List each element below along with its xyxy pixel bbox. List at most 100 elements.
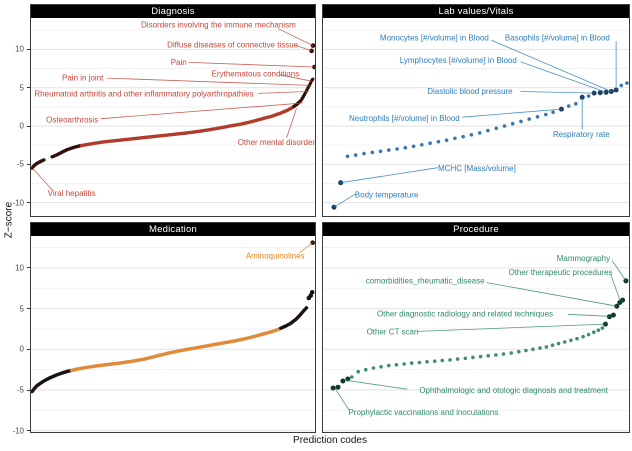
- data-point: [309, 48, 314, 54]
- data-point: [486, 128, 490, 133]
- data-point: [370, 150, 375, 155]
- y-tick-mark: [27, 48, 30, 50]
- annotation-leader-line: [462, 108, 562, 118]
- chart-svg: Disorders involving the immune mechanism…: [31, 21, 315, 204]
- data-point: [364, 367, 368, 372]
- annotation-leader-line: [334, 388, 350, 411]
- annotation-label: Osteoarthrosis: [46, 115, 98, 124]
- panel-lab-values-vitals: Lab values/Vitals Monocytes [#/volume] i…: [322, 4, 630, 217]
- y-tick-mark: [27, 125, 30, 127]
- data-point: [461, 134, 465, 139]
- data-point: [411, 144, 416, 149]
- annotation-leader-line: [286, 108, 297, 139]
- data-point: [592, 330, 596, 334]
- y-tick-mark: [27, 87, 30, 89]
- data-point: [425, 360, 429, 364]
- data-point: [625, 81, 629, 85]
- data-point: [378, 149, 383, 154]
- data-point: [556, 341, 561, 346]
- annotation-leader-line: [491, 39, 612, 92]
- annotation-label: Viral hepatitis: [48, 189, 96, 198]
- data-point: [610, 312, 616, 318]
- y-tick-mark: [27, 348, 30, 350]
- data-point: [519, 119, 523, 124]
- plot-area-lab-values-vitals: Monocytes [#/volume] in Blood Basophils […: [323, 18, 629, 216]
- y-tick-label: 0: [19, 121, 24, 131]
- data-point: [486, 354, 490, 358]
- annotation-label: Lymphocytes [#/volume] in Blood: [400, 56, 517, 65]
- annotation-leader-line: [611, 260, 627, 282]
- data-point: [387, 148, 391, 152]
- annotation-leader-line: [188, 62, 315, 68]
- data-point: [350, 375, 354, 379]
- data-point: [394, 363, 399, 367]
- chart-svg: Aminoquinolines: [31, 240, 315, 432]
- y-tick-label: 10: [15, 44, 24, 54]
- data-point: [477, 131, 482, 135]
- y-tick-mark: [27, 267, 30, 269]
- data-point: [436, 139, 441, 144]
- data-point: [432, 359, 437, 363]
- annotation-label: Diffuse diseases of connective tissue: [167, 41, 299, 50]
- data-point: [453, 136, 457, 141]
- annotation-label: Monocytes [#/volume] in Blood: [380, 34, 489, 43]
- data-point: [420, 143, 424, 147]
- annotation-leader-line: [100, 102, 303, 120]
- data-point: [538, 346, 542, 350]
- data-point: [379, 365, 383, 369]
- plot-area-procedure: Mammography Other therapeutic procedures c…: [323, 236, 629, 432]
- chart-svg: Monocytes [#/volume] in Blood Basophils […: [323, 29, 629, 210]
- data-point: [614, 303, 620, 309]
- annotation-leader-line: [486, 282, 617, 307]
- y-tick-mark: [27, 430, 30, 432]
- data-point: [517, 349, 521, 354]
- data-point: [494, 126, 498, 131]
- data-point: [502, 124, 507, 128]
- y-tick-label: -10: [12, 198, 24, 208]
- annotation-leader-line: [520, 61, 607, 93]
- chart-svg: Mammography Other therapeutic procedures c…: [323, 247, 629, 432]
- data-point: [417, 360, 422, 365]
- data-point: [527, 117, 531, 121]
- data-point: [42, 158, 46, 162]
- data-point: [606, 314, 612, 320]
- annotation-leader-line: [32, 168, 53, 191]
- annotation-leader-line: [345, 379, 408, 390]
- y-tick-label: -5: [16, 385, 24, 395]
- data-point: [345, 154, 350, 159]
- annotation-label: Other mental disorder: [238, 138, 315, 147]
- data-point: [510, 121, 515, 126]
- annotation-label: Erythematous conditions: [212, 69, 300, 78]
- data-point: [586, 332, 591, 337]
- data-point: [620, 297, 626, 303]
- panel-title-lab-values-vitals: Lab values/Vitals: [323, 5, 629, 18]
- data-point: [623, 278, 629, 284]
- data-point: [362, 151, 366, 156]
- data-point: [444, 138, 449, 142]
- plot-area-medication: Aminoquinolines: [31, 236, 315, 432]
- annotation-label: Ophthalmologic and otologic diagnosis an…: [419, 386, 608, 395]
- data-point: [501, 352, 506, 356]
- annotation-label: Mammography: [557, 254, 610, 263]
- data-point: [440, 358, 445, 363]
- annotation-label: Other CT scan: [367, 328, 419, 337]
- data-point: [340, 378, 346, 384]
- data-point: [353, 153, 358, 157]
- annotation-leader-line: [567, 313, 610, 317]
- annotation-label: Disorders involving the immune mechanism: [141, 21, 296, 30]
- data-point: [602, 321, 608, 327]
- annotation-label: Rheumatoid arthritis and other inflammat…: [34, 90, 253, 99]
- data-point: [558, 106, 564, 112]
- data-point: [544, 345, 549, 349]
- data-point: [471, 355, 475, 360]
- annotation-leader-line: [417, 323, 606, 332]
- data-point: [330, 385, 336, 391]
- data-point: [569, 338, 573, 343]
- y-tick-mark: [27, 308, 30, 310]
- data-point: [562, 340, 567, 344]
- y-tick-mark: [27, 202, 30, 204]
- panel-procedure: Procedure Mammography Other therapeutic p…: [322, 222, 630, 433]
- panel-title-procedure: Procedure: [323, 223, 629, 236]
- panel-title-diagnosis: Diagnosis: [31, 5, 315, 18]
